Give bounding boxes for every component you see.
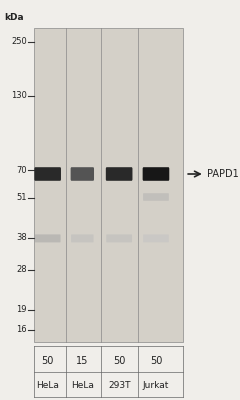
Text: HeLa: HeLa: [36, 380, 59, 390]
Text: 19: 19: [17, 306, 27, 314]
FancyBboxPatch shape: [106, 234, 132, 242]
Text: 250: 250: [11, 38, 27, 46]
Text: 38: 38: [16, 234, 27, 242]
Text: PAPD1: PAPD1: [207, 169, 239, 179]
Text: 50: 50: [150, 356, 162, 366]
FancyBboxPatch shape: [143, 167, 169, 181]
Text: 16: 16: [17, 326, 27, 334]
Text: Jurkat: Jurkat: [143, 380, 169, 390]
FancyBboxPatch shape: [143, 193, 169, 201]
Text: HeLa: HeLa: [71, 380, 94, 390]
FancyBboxPatch shape: [106, 167, 132, 181]
FancyBboxPatch shape: [71, 167, 94, 181]
Text: 50: 50: [113, 356, 125, 366]
Text: 50: 50: [42, 356, 54, 366]
Text: 293T: 293T: [108, 380, 130, 390]
Text: 51: 51: [17, 194, 27, 202]
FancyBboxPatch shape: [143, 234, 169, 242]
Text: kDa: kDa: [4, 13, 24, 22]
Text: 28: 28: [17, 266, 27, 274]
FancyBboxPatch shape: [71, 234, 94, 242]
Text: 70: 70: [17, 166, 27, 174]
Text: 15: 15: [76, 356, 89, 366]
FancyBboxPatch shape: [34, 167, 61, 181]
Text: 130: 130: [11, 92, 27, 100]
FancyBboxPatch shape: [35, 234, 60, 242]
Bar: [34, 28, 183, 342]
